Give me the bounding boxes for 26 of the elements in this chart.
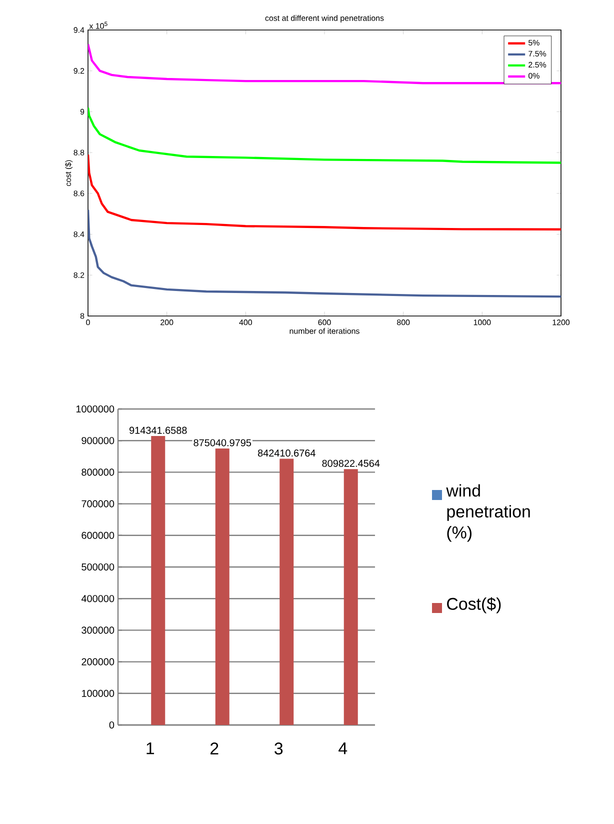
bar [215,448,230,725]
y-tick-label: 600000 [82,532,114,539]
data-label: 875040.9795 [194,439,252,446]
bar [344,469,358,725]
legend-label: Cost($) [447,597,501,614]
line-series [88,208,561,298]
data-label: 809822.4564 [322,460,380,467]
x-tick-label: 3 [274,742,283,755]
x-tick-label: 4 [338,742,348,754]
y-tick-label: 700000 [82,500,114,508]
y-tick-label: 0 [109,721,114,729]
data-label: 842410.6764 [258,450,316,457]
y-tick-label: 900000 [82,437,114,444]
y-tick-label: 500000 [82,563,114,571]
y-tick-label: 300000 [82,626,114,634]
data-label: 914341.6588 [130,426,187,434]
y-tick-label: 400000 [81,595,114,602]
bar [151,436,166,725]
legend-label: wind penetration (%) [446,484,530,542]
y-tick-label: 1000000 [76,405,114,413]
y-tick-label: 200000 [82,658,114,666]
bar [280,458,294,725]
x-tick-label: 2 [210,742,218,754]
y-tick-label: 100000 [82,690,114,697]
x-tick-label: 1 [146,742,154,754]
y-tick-label: 800000 [82,468,114,476]
